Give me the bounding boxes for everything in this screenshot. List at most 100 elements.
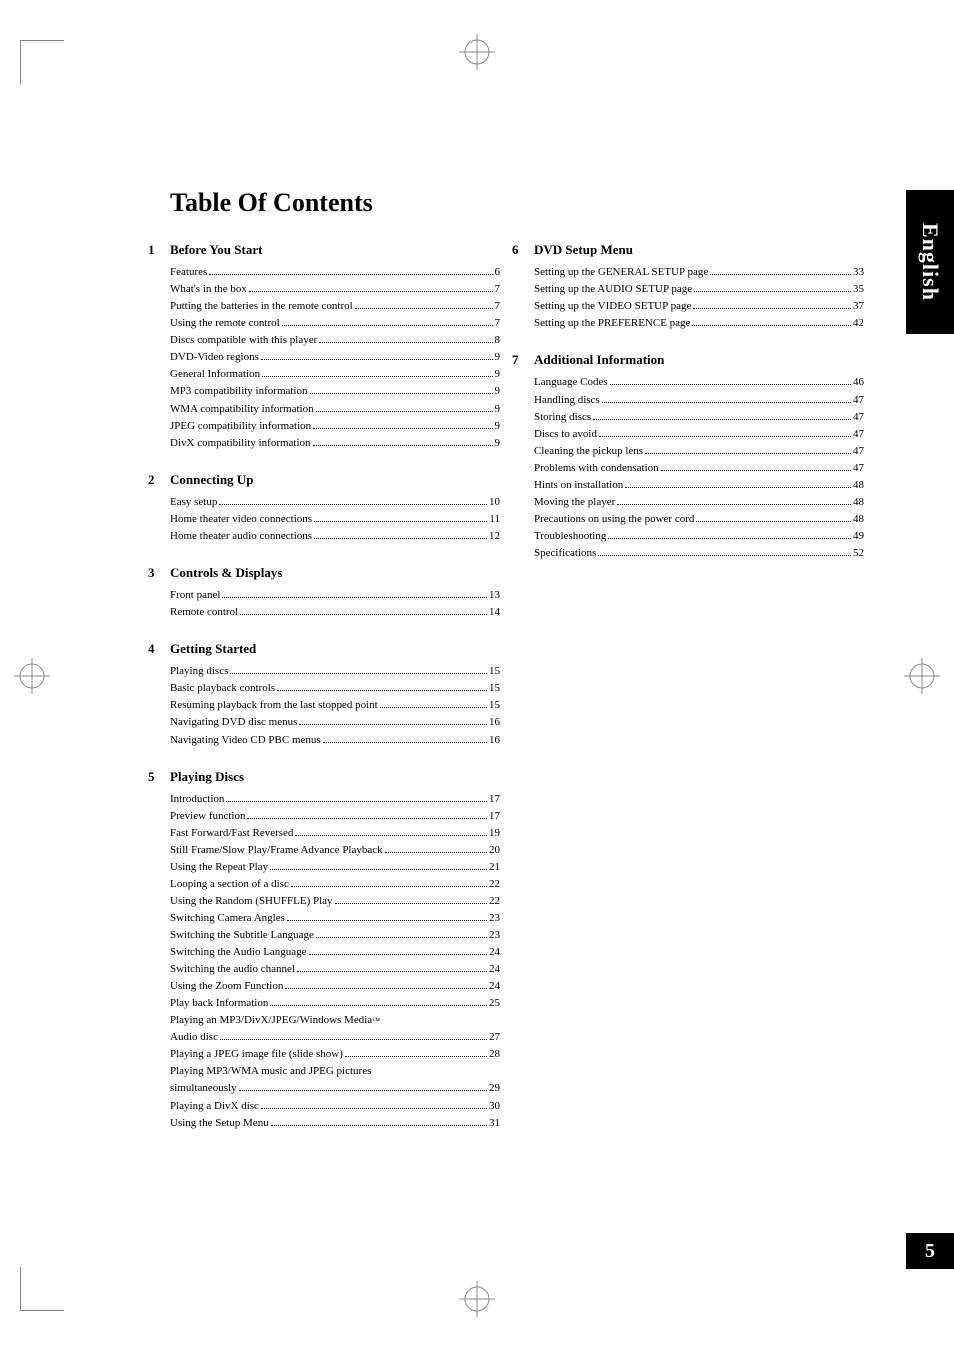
toc-entry-page: 47	[853, 443, 864, 460]
toc-leader-dots	[693, 308, 851, 309]
toc-entry-page: 7	[495, 298, 501, 315]
toc-section-title: Playing Discs	[170, 767, 244, 787]
toc-columns: 1Before You StartFeatures6What's in the …	[170, 240, 870, 1150]
toc-entry-page: 22	[489, 893, 500, 910]
toc-entry: Problems with condensation 47	[534, 460, 864, 477]
toc-section-number: 4	[148, 639, 170, 659]
toc-leader-dots	[319, 342, 492, 343]
toc-entry-page: 48	[853, 477, 864, 494]
toc-entry-label: Problems with condensation	[534, 460, 659, 477]
toc-entry-page: 15	[489, 680, 500, 697]
toc-entry-label: Audio disc	[170, 1029, 218, 1046]
toc-leader-dots	[599, 436, 851, 437]
toc-section: 2Connecting UpEasy setup10Home theater v…	[170, 470, 500, 545]
regmark-left-center	[14, 658, 50, 694]
toc-entry-label: Specifications	[534, 545, 596, 562]
toc-entry-label: MP3 compatibility information	[170, 383, 308, 400]
toc-entry-page: 47	[853, 409, 864, 426]
toc-entry-page: 46	[853, 374, 864, 391]
toc-section-title: Before You Start	[170, 240, 262, 260]
regmark-bottom-center	[459, 1281, 495, 1317]
toc-entry: Moving the player48	[534, 494, 864, 511]
toc-entry-label: Hints on installation	[534, 477, 623, 494]
toc-leader-dots	[323, 742, 487, 743]
toc-entry-page: 47	[853, 460, 864, 477]
toc-entry: Using the Random (SHUFFLE) Play22	[170, 893, 500, 910]
toc-leader-dots	[385, 852, 487, 853]
toc-entry-label: Playing MP3/WMA music and JPEG pictures	[170, 1063, 371, 1080]
toc-leader-dots	[310, 393, 493, 394]
toc-entry-page: 14	[489, 604, 500, 621]
toc-entry: Hints on installation 48	[534, 477, 864, 494]
toc-entry-page: 47	[853, 392, 864, 409]
toc-entry-page: 17	[489, 791, 500, 808]
toc-entry: Switching Camera Angles23	[170, 910, 500, 927]
toc-entry-label: Basic playback controls	[170, 680, 275, 697]
toc-entry-page: 9	[495, 366, 501, 383]
toc-entry-page: 12	[489, 528, 500, 545]
toc-entry: Remote control 14	[170, 604, 500, 621]
toc-leader-dots	[277, 690, 487, 691]
toc-leader-dots	[380, 707, 487, 708]
toc-section-number: 6	[512, 240, 534, 260]
toc-entry-page: 30	[489, 1098, 500, 1115]
trademark-symbol: ™	[372, 1015, 380, 1027]
toc-leader-dots	[313, 428, 492, 429]
page-number-box: 5	[906, 1233, 954, 1269]
toc-leader-dots	[355, 308, 493, 309]
toc-leader-dots	[314, 521, 487, 522]
toc-entry: DivX compatibility information9	[170, 435, 500, 452]
toc-entry-page: 27	[489, 1029, 500, 1046]
toc-entry: Playing discs15	[170, 663, 500, 680]
regmark-right-center	[904, 658, 940, 694]
toc-entry-page: 6	[495, 264, 501, 281]
toc-leader-dots	[287, 920, 487, 921]
toc-leader-dots	[645, 453, 851, 454]
toc-entry-page: 24	[489, 944, 500, 961]
toc-entry-label: What's in the box	[170, 281, 247, 298]
toc-entry-page: 47	[853, 426, 864, 443]
toc-leader-dots	[262, 376, 492, 377]
toc-entry: Cleaning the pickup lens47	[534, 443, 864, 460]
toc-section-number: 7	[512, 350, 534, 370]
toc-entry: Playing an MP3/DivX/JPEG/Windows Media™	[170, 1012, 500, 1029]
toc-section-title: Controls & Displays	[170, 563, 282, 583]
toc-entry-label: Resuming playback from the last stopped …	[170, 697, 378, 714]
toc-leader-dots	[316, 411, 493, 412]
toc-entry-label: simultaneously	[170, 1080, 237, 1097]
toc-entry: Playing a JPEG image file (slide show)28	[170, 1046, 500, 1063]
toc-entry-label: Front panel	[170, 587, 220, 604]
toc-entry-label: Introduction	[170, 791, 224, 808]
toc-entry-page: 16	[489, 714, 500, 731]
toc-leader-dots	[270, 869, 487, 870]
toc-section-header: 5Playing Discs	[170, 767, 500, 787]
toc-entry-label: Playing an MP3/DivX/JPEG/Windows Media	[170, 1012, 372, 1029]
toc-leader-dots	[220, 1039, 487, 1040]
toc-entry: Discs compatible with this player8	[170, 332, 500, 349]
toc-entry: Putting the batteries in the remote cont…	[170, 298, 500, 315]
toc-leader-dots	[593, 419, 851, 420]
toc-entry-page: 21	[489, 859, 500, 876]
toc-entry: Discs to avoid47	[534, 426, 864, 443]
toc-entry-page: 23	[489, 910, 500, 927]
toc-entry: Features6	[170, 264, 500, 281]
toc-entry-page: 20	[489, 842, 500, 859]
toc-entry-label: Setting up the VIDEO SETUP page	[534, 298, 691, 315]
toc-entry-page: 9	[495, 435, 501, 452]
toc-entry-label: Moving the player	[534, 494, 615, 511]
toc-entry-label: Remote control	[170, 604, 238, 621]
toc-entry-label: Navigating Video CD PBC menus	[170, 732, 321, 749]
toc-leader-dots	[270, 1005, 487, 1006]
toc-entry: Switching the Subtitle Language23	[170, 927, 500, 944]
cropmark-bottom-left	[20, 1267, 64, 1311]
toc-entry-label: DVD-Video regions	[170, 349, 259, 366]
toc-entry-page: 9	[495, 418, 501, 435]
toc-entry-label: Playing a DivX disc	[170, 1098, 259, 1115]
toc-entry-label: Putting the batteries in the remote cont…	[170, 298, 353, 315]
toc-leader-dots	[661, 470, 851, 471]
toc-leader-dots	[226, 801, 487, 802]
toc-section: 1Before You StartFeatures6What's in the …	[170, 240, 500, 452]
toc-entry: simultaneously29	[170, 1080, 500, 1097]
toc-section: 3Controls & DisplaysFront panel13Remote …	[170, 563, 500, 621]
toc-section-title: Connecting Up	[170, 470, 253, 490]
